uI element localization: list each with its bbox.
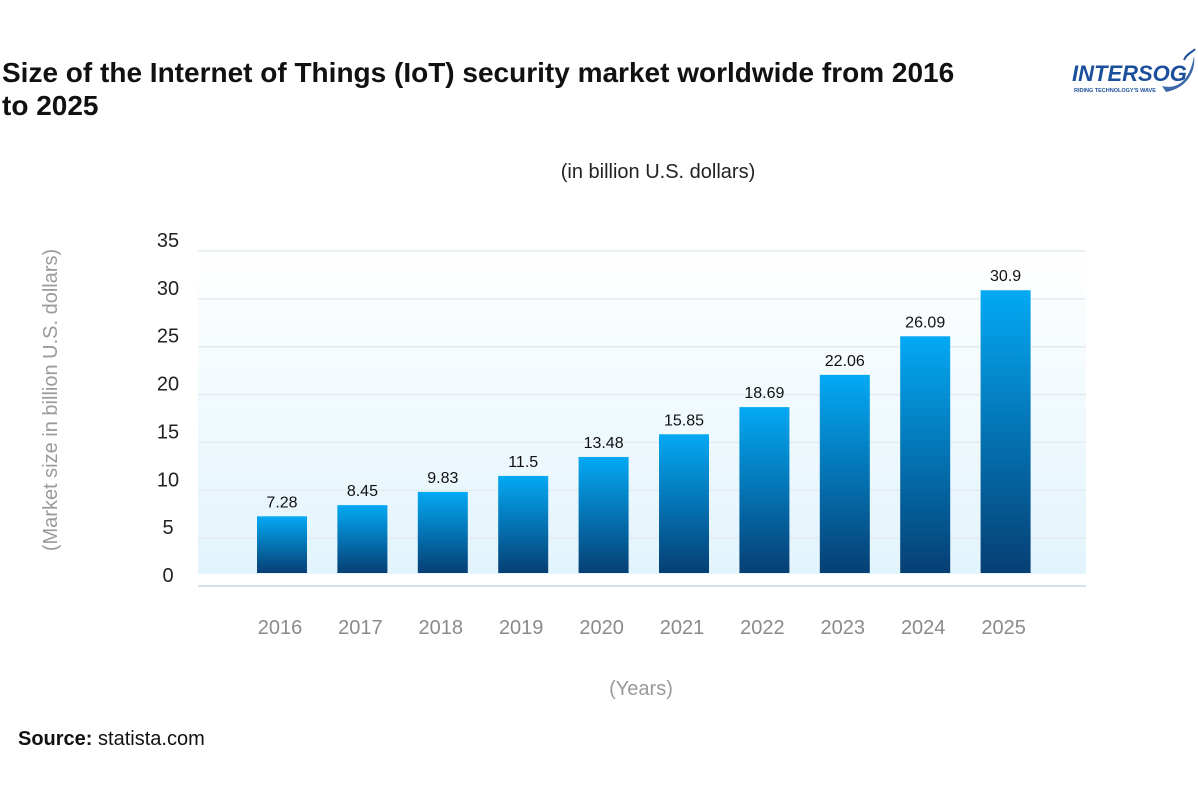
y-tick-label: 20 [157, 374, 179, 396]
y-axis-title: (Market size in billion U.S. dollars) [40, 249, 62, 551]
y-tick-label: 5 [162, 517, 173, 539]
bar-2019 [498, 475, 549, 573]
bar-2021 [659, 434, 709, 573]
intersog-logo: INTERSOG RIDING TECHNOLOGY'S WAVE [1072, 48, 1196, 94]
y-tick-label: 15 [157, 421, 179, 443]
value-label-2021: 15.85 [664, 412, 704, 429]
value-label-2023: 22.06 [825, 353, 865, 370]
bar-2025 [980, 290, 1031, 573]
bar-2022 [739, 407, 790, 573]
logo-text: INTERSOG [1072, 61, 1187, 86]
x-tick-label-2016: 2016 [258, 617, 303, 639]
y-tick-label: 10 [157, 469, 179, 491]
y-tick-label: 25 [157, 326, 179, 348]
x-tick-label-2024: 2024 [901, 617, 946, 639]
bar-2020 [578, 456, 629, 573]
value-label-2025: 30.9 [990, 268, 1021, 285]
x-tick-label-2025: 2025 [981, 617, 1026, 639]
bar-2023 [819, 374, 870, 573]
bar-2017 [337, 505, 388, 573]
value-label-2020: 13.48 [584, 435, 624, 452]
chart-title: Size of the Internet of Things (IoT) sec… [2, 57, 955, 121]
chart-subtitle: (in billion U.S. dollars) [560, 161, 756, 183]
logo-tagline: RIDING TECHNOLOGY'S WAVE [1074, 88, 1156, 94]
bar-2016 [257, 516, 307, 573]
x-tick-label-2021: 2021 [660, 617, 705, 639]
x-tick-label-2017: 2017 [338, 617, 383, 639]
x-axis-title: (Years) [609, 678, 673, 700]
y-tick-label: 30 [157, 278, 179, 300]
source-note: Source: statista.com [18, 728, 205, 751]
value-label-2016: 7.28 [266, 494, 297, 511]
plot-area [198, 248, 1086, 574]
value-label-2019: 11.5 [508, 454, 538, 471]
x-tick-label-2020: 2020 [579, 617, 624, 639]
value-label-2024: 26.09 [905, 314, 945, 331]
bar-2024 [900, 336, 951, 573]
source-label: Source: [18, 728, 93, 750]
value-label-2022: 18.69 [744, 385, 784, 402]
value-label-2018: 9.83 [427, 470, 458, 487]
x-tick-label-2023: 2023 [821, 617, 866, 639]
x-tick-label-2022: 2022 [740, 617, 785, 639]
bar-2018 [417, 491, 468, 573]
x-tick-label-2018: 2018 [419, 617, 464, 639]
value-label-2017: 8.45 [347, 483, 378, 500]
x-tick-label-2019: 2019 [499, 617, 544, 639]
y-tick-label: 35 [157, 230, 179, 252]
y-tick-label: 0 [162, 565, 173, 587]
source-value: statista.com [98, 728, 205, 750]
